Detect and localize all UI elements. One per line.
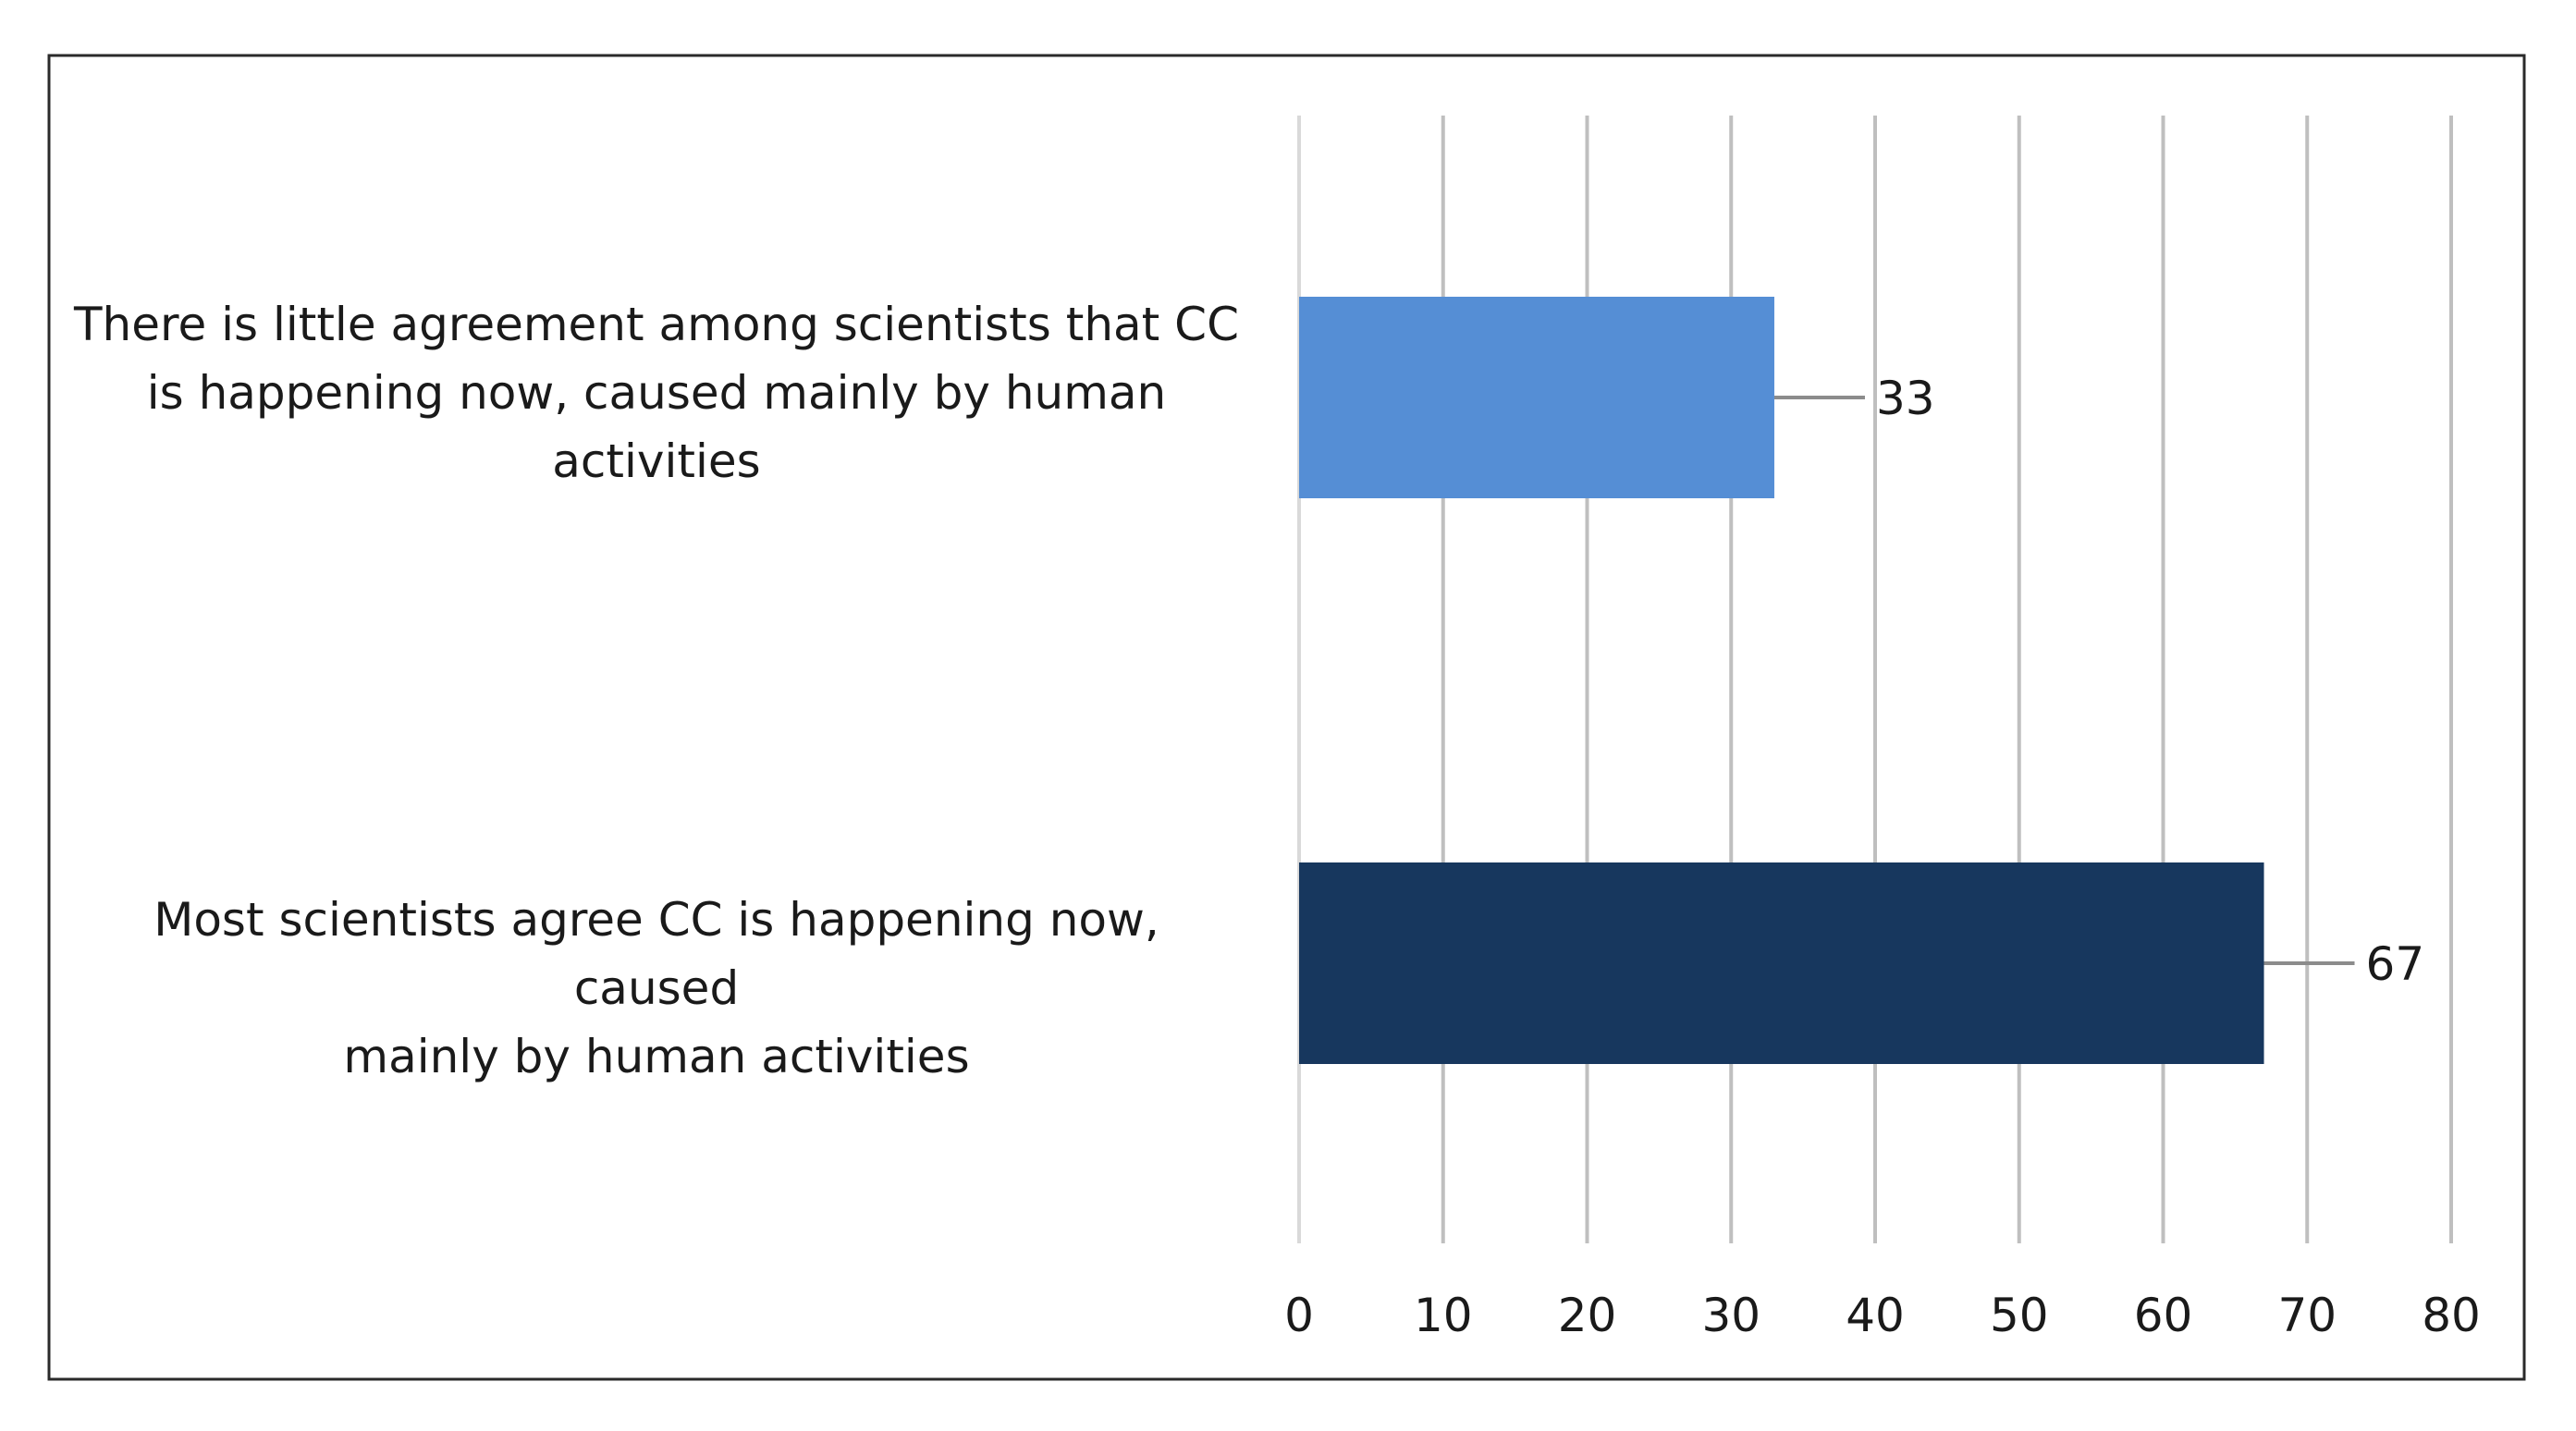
x-tick-label-40: 40 xyxy=(1846,1289,1905,1342)
data-labels: 33 67 xyxy=(1876,372,2424,991)
category-label-line: mainly by human activities xyxy=(343,1030,970,1083)
category-label-line: There is little agreement among scientis… xyxy=(74,298,1239,351)
chart-border xyxy=(47,54,2526,1381)
category-label-line: is happening now, caused mainly by human xyxy=(146,366,1167,420)
x-tick-label-10: 10 xyxy=(1414,1289,1473,1342)
x-tick-label-30: 30 xyxy=(1701,1289,1760,1342)
category-label-little-agreement: There is little agreement among scientis… xyxy=(65,290,1248,495)
data-label-0: 33 xyxy=(1876,372,1935,425)
bars xyxy=(1299,297,2264,1064)
x-axis-tick-labels: 0 10 20 30 40 50 60 70 80 xyxy=(1284,1289,2481,1342)
x-tick-label-50: 50 xyxy=(1990,1289,2049,1342)
x-tick-label-20: 20 xyxy=(1558,1289,1617,1342)
category-label-most-agree: Most scientists agree CC is happening no… xyxy=(65,886,1248,1091)
bar-1 xyxy=(1299,862,2264,1064)
category-label-line: activities xyxy=(552,434,761,488)
data-label-leaders xyxy=(1773,396,2355,965)
x-tick-label-0: 0 xyxy=(1284,1289,1314,1342)
data-label-1: 67 xyxy=(2366,937,2425,991)
category-label-line: Most scientists agree CC is happening no… xyxy=(153,893,1159,1015)
bar-0 xyxy=(1299,297,1774,498)
x-tick-label-70: 70 xyxy=(2277,1289,2337,1342)
x-tick-label-80: 80 xyxy=(2422,1289,2481,1342)
x-tick-label-60: 60 xyxy=(2134,1289,2193,1342)
